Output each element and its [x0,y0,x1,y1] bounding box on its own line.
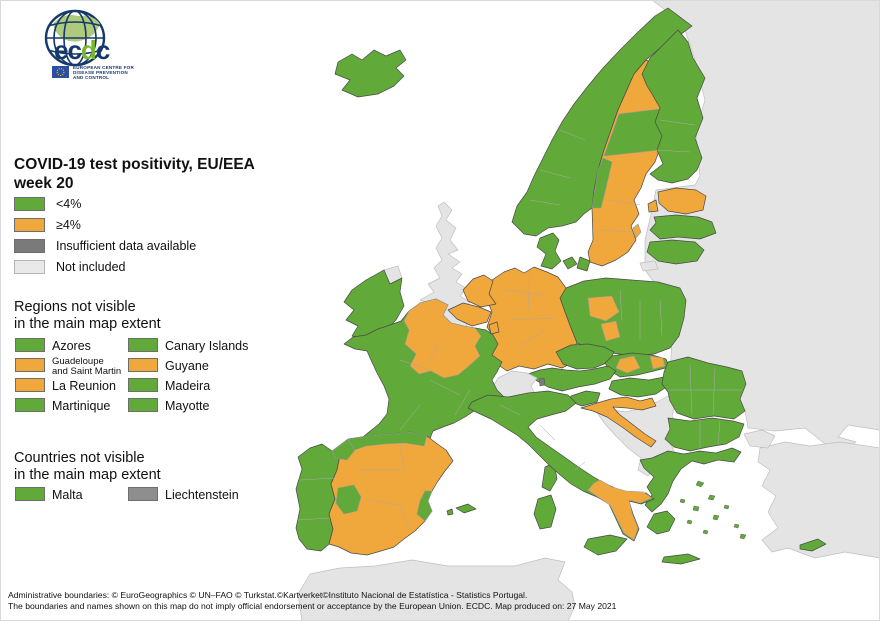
map-region-italy [467,390,655,542]
map-region-latvia [649,214,717,240]
map-region-sweden-west [591,157,613,209]
map-region-north-africa [297,557,576,621]
legend-swatch-not-included [14,259,45,274]
map-region-denmark [536,232,562,270]
countries-section-heading: Countries not visible in the main map ex… [14,450,161,483]
region-label: Guadeloupe and Saint Martin [52,356,122,377]
legend-swatch-lt4 [14,196,45,211]
regions-section-heading: Regions not visible in the main map exte… [14,299,161,332]
legend-swatch-insufficient [14,238,45,253]
map-region-sardinia [533,494,557,530]
region-swatch-mayotte [128,398,158,412]
map-footer: Administrative boundaries: © EuroGeograp… [8,590,616,612]
map-region-spain-north-coast [347,431,428,451]
map-region-aegean-islands [679,480,747,540]
map-region-gotland [632,223,642,239]
map-region-romania [661,356,747,420]
map-region-austria [527,365,617,392]
map-region-netherlands [462,274,497,308]
region-label: Azores [52,339,91,353]
region-swatch-la-reunion [15,378,45,392]
map-region-france-north [403,298,482,379]
region-label: Madeira [165,379,211,393]
ecdc-wordmark: ecdc [54,35,110,65]
map-region-belgium [447,302,492,327]
country-swatch-liechtenstein [128,487,158,501]
country-label: Malta [52,488,83,502]
map-region-denmark-zealand [576,256,591,272]
map-region-croatia [580,396,657,448]
map-region-greece-peloponnese [646,510,676,535]
map-region-norway [511,7,693,237]
map-region-slovakia-central [615,355,641,374]
map-region-kaliningrad [639,260,659,272]
map-region-sicily [583,534,628,556]
legend-label: <4% [56,196,82,211]
map-region-liechtenstein [538,377,546,387]
map-title: COVID-19 test positivity, EU/EEA week 20 [14,156,255,192]
region-swatch-guadeloupe [15,358,45,372]
map-region-texture-lines [297,119,742,531]
eu-flag-icon [52,66,69,78]
region-label: Guyane [165,359,209,373]
map-region-finland [641,29,706,184]
legend-label: Not included [56,259,126,274]
map-region-poland-central-1 [587,295,620,322]
map-region-iceland [334,49,407,98]
region-swatch-martinique [15,398,45,412]
region-swatch-canary-islands [128,338,158,352]
region-label: Canary Islands [165,339,249,353]
country-swatch-malta [15,487,45,501]
map-region-crete [661,553,701,565]
map-region-poland-central-2 [600,320,621,342]
region-label: Martinique [52,399,111,413]
map-region-spain-galicia [331,438,356,461]
legend-label: ≥4% [56,217,81,232]
map-region-luxembourg [488,321,500,335]
map-region-cyprus [799,538,827,552]
map-region-italy-southeast [587,479,653,541]
map-region-bulgaria [664,417,745,452]
map-region-lithuania [646,239,705,265]
legend-item: Insufficient data available [14,238,196,253]
ecdc-org-name: EUROPEAN CENTRE FOR DISEASE PREVENTION A… [73,65,134,81]
map-region-denmark-funen [562,256,578,270]
map-region-spain-extremadura [335,484,362,515]
map-region-hungary [608,376,669,398]
map-region-estonia [657,187,707,215]
map-region-saaremaa [647,199,659,213]
legend-item: <4% [14,196,81,211]
region-swatch-azores [15,338,45,352]
legend-label: Insufficient data available [56,238,197,253]
region-label: Mayotte [165,399,210,413]
footer-line-1: Administrative boundaries: © EuroGeograp… [8,590,528,600]
region-swatch-madeira [128,378,158,392]
map-region-spain-east-coast [416,490,433,522]
map-region-turkey [757,441,880,559]
country-label: Liechtenstein [165,488,239,502]
legend-item: Not included [14,259,126,274]
region-label: La Reunion [52,379,116,393]
ecdc-globe-icon [44,9,106,67]
map-region-greece [639,447,742,513]
map-region-balearic-islands [446,503,477,516]
region-swatch-guyane [128,358,158,372]
legend-item: ≥4% [14,217,81,232]
map-region-slovakia-east [649,355,666,370]
footer-line-2: The boundaries and names shown on this m… [8,601,617,611]
map-region-turkey-thrace [743,429,776,449]
legend-swatch-gte4 [14,217,45,232]
ecdc-logo: ecdc EUROPEAN CENTRE FOR DISEASE PREVENT… [18,4,268,94]
